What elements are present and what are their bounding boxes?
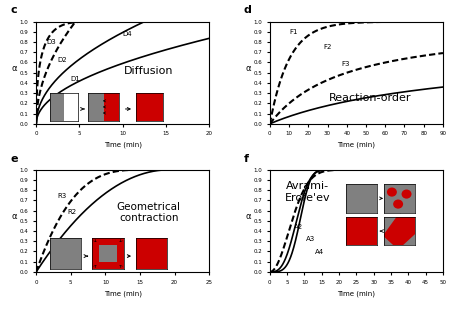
Line: D2: D2	[36, 22, 209, 124]
Text: R3: R3	[57, 193, 66, 199]
D2	[33, 122, 39, 126]
D2	[127, 27, 132, 31]
D1	[116, 63, 122, 66]
D4	[91, 20, 97, 23]
D1	[127, 59, 132, 63]
D2	[115, 33, 121, 36]
D1	[115, 63, 121, 67]
Text: Geometrical
contraction: Geometrical contraction	[116, 202, 180, 223]
Text: Diffusion: Diffusion	[124, 66, 173, 76]
D1	[33, 122, 39, 126]
D2	[136, 22, 142, 26]
Text: F2: F2	[323, 44, 331, 50]
Text: R2: R2	[67, 209, 76, 215]
D1	[206, 36, 212, 40]
D2	[175, 20, 181, 23]
D4	[33, 122, 39, 126]
D1	[175, 44, 180, 48]
D1	[202, 37, 207, 41]
D3	[206, 20, 212, 23]
D3	[137, 20, 142, 23]
Text: e: e	[10, 154, 18, 163]
D4	[175, 20, 181, 23]
D3	[127, 20, 133, 23]
D4	[137, 20, 142, 23]
Text: A3: A3	[305, 236, 315, 242]
D2	[141, 20, 147, 23]
D3	[33, 122, 39, 126]
X-axis label: Time (min): Time (min)	[103, 290, 142, 297]
Y-axis label: α: α	[11, 64, 17, 73]
Text: c: c	[10, 6, 17, 15]
D4	[202, 20, 208, 23]
X-axis label: Time (min): Time (min)	[336, 290, 375, 297]
X-axis label: Time (min): Time (min)	[103, 142, 142, 149]
D4	[117, 20, 122, 23]
Y-axis label: α: α	[244, 64, 250, 73]
Text: D3: D3	[46, 39, 56, 45]
Line: D4: D4	[36, 22, 209, 124]
Text: A4: A4	[314, 248, 323, 255]
D3	[117, 20, 122, 23]
Text: D1: D1	[71, 76, 80, 82]
D3	[116, 20, 121, 23]
D4	[206, 20, 212, 23]
D4	[116, 20, 121, 23]
Line: D3: D3	[36, 22, 209, 124]
D1	[136, 56, 142, 60]
D2	[202, 20, 208, 23]
D2	[206, 20, 212, 23]
D4	[127, 20, 133, 23]
X-axis label: Time (min): Time (min)	[336, 142, 375, 149]
Text: F1: F1	[289, 29, 297, 35]
Text: d: d	[244, 6, 251, 15]
D3	[202, 20, 208, 23]
Line: D1: D1	[36, 38, 209, 124]
Text: A2: A2	[294, 224, 303, 230]
D3	[175, 20, 181, 23]
Y-axis label: α: α	[11, 212, 17, 221]
Text: D2: D2	[58, 57, 67, 63]
Text: D4: D4	[122, 31, 132, 37]
D3	[73, 20, 78, 23]
Text: F3: F3	[340, 61, 349, 66]
Text: f: f	[244, 154, 249, 163]
Y-axis label: α: α	[244, 212, 250, 221]
Text: Avrami-
Erofe'ev: Avrami- Erofe'ev	[285, 181, 330, 203]
Text: Reaction-order: Reaction-order	[328, 93, 410, 103]
D2	[116, 32, 122, 36]
